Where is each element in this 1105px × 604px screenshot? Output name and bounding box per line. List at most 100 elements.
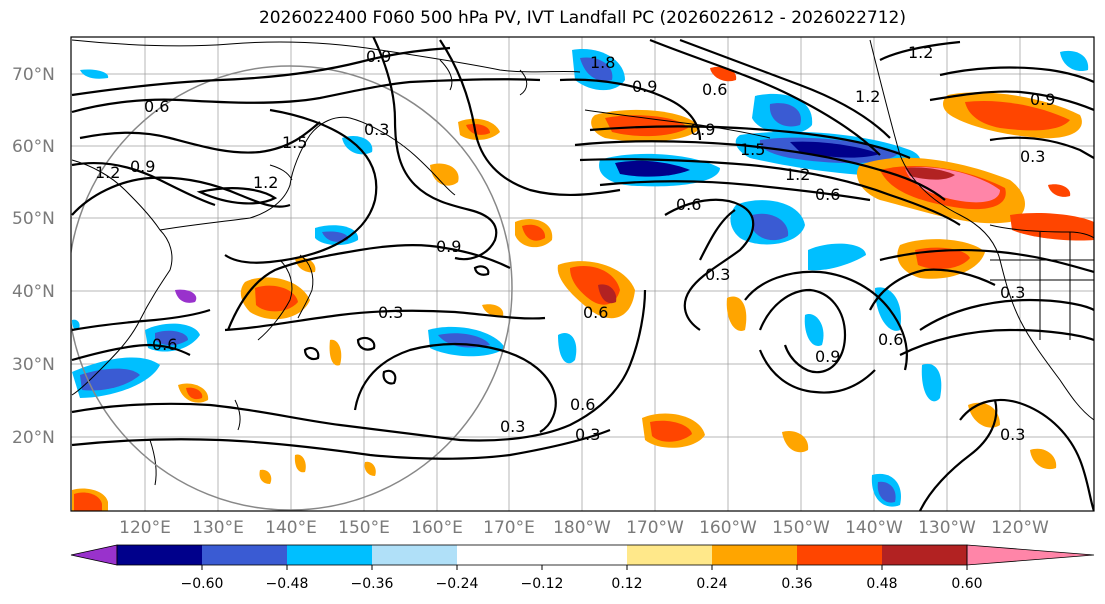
contour-label: 0.9 <box>436 237 461 256</box>
pv-region <box>1010 212 1094 241</box>
latitude-label: 30°N <box>12 355 55 375</box>
pv-region <box>968 402 1000 428</box>
pv-region <box>466 123 490 135</box>
pv-region <box>782 430 809 453</box>
colorbar-tick-label: −0.48 <box>266 576 309 592</box>
contour-label: 1.2 <box>253 173 278 192</box>
contour-label: 0.9 <box>1030 90 1055 109</box>
colorbar-segment <box>457 545 627 565</box>
longitude-label: 150°W <box>772 518 830 538</box>
colorbar: −0.60 −0.48 −0.36 −0.24 −0.12 0.12 0.24 … <box>70 544 1095 592</box>
pv-region <box>905 167 955 180</box>
contour-label: 0.9 <box>690 120 715 139</box>
pv-region <box>430 163 459 186</box>
contour-label: 0.3 <box>1020 147 1045 166</box>
coastlines <box>71 39 1094 486</box>
longitude-label: 160°W <box>699 518 757 538</box>
contour-label: 0.6 <box>152 335 177 354</box>
colorbar-segment <box>882 545 967 565</box>
colorbar-tick-label: 0.36 <box>781 576 812 592</box>
longitude-label: 130°E <box>192 518 244 538</box>
pv-region <box>808 243 866 271</box>
colorbar-tick-label: −0.36 <box>351 576 394 592</box>
pv-region <box>175 289 197 303</box>
latitude-label: 40°N <box>12 282 55 302</box>
contour-label: 1.2 <box>785 165 810 184</box>
colorbar-min-extension-icon <box>70 544 118 566</box>
longitude-label: 120°E <box>119 518 171 538</box>
longitude-label: 150°E <box>338 518 390 538</box>
colorbar-segment <box>287 545 372 565</box>
contour-label: 1.5 <box>282 133 307 152</box>
map-content: 0.6 0.9 1.2 0.3 0.9 1.2 0.6 0.3 0.6 0.3 … <box>71 37 1094 511</box>
colorbar-segment <box>117 545 202 565</box>
contour-label: 0.6 <box>583 303 608 322</box>
colorbar-tick-label: 0.24 <box>696 576 727 592</box>
pv-region <box>615 160 690 177</box>
pv-region <box>650 420 692 442</box>
contour-label: 0.6 <box>676 195 701 214</box>
contour-label: 1.2 <box>908 43 933 62</box>
colorbar-ticks <box>201 565 968 570</box>
pv-region <box>877 481 896 503</box>
colorbar-segment <box>712 545 797 565</box>
longitude-label: 140°E <box>265 518 317 538</box>
colorbar-tick-label: 0.12 <box>611 576 642 592</box>
longitude-label: 140°W <box>845 518 903 538</box>
colorbar-tick-label: −0.12 <box>521 576 564 592</box>
pv-region <box>769 103 801 127</box>
longitude-label: 160°E <box>411 518 463 538</box>
colorbar-tick-label: −0.24 <box>436 576 479 592</box>
pv-region <box>155 330 188 346</box>
contour-label: 0.3 <box>1000 425 1025 444</box>
pv-region <box>482 304 504 317</box>
pv-region <box>329 339 342 366</box>
pv-region <box>921 363 942 402</box>
longitude-label: 180°W <box>553 518 611 538</box>
contour-label: 0.9 <box>632 77 657 96</box>
contour-label: 0.3 <box>364 120 389 139</box>
pv-region <box>80 368 140 391</box>
contour-label: 0.3 <box>575 425 600 444</box>
contour-label: 0.6 <box>144 97 169 116</box>
longitude-label: 170°W <box>626 518 684 538</box>
pv-region <box>522 224 546 241</box>
contour-label: 1.2 <box>95 163 120 182</box>
map-title: 2026022400 F060 500 hPa PV, IVT Landfall… <box>258 8 906 28</box>
pv-region <box>294 454 306 473</box>
contour-label: 0.6 <box>815 185 840 204</box>
colorbar-segment <box>372 545 457 565</box>
contour-label: 0.9 <box>366 47 391 66</box>
pv-region <box>915 247 970 270</box>
pv-region <box>752 213 789 241</box>
pv-region <box>364 461 376 476</box>
colorbar-tick-label: 0.60 <box>951 576 982 592</box>
contour-label: 1.5 <box>740 140 765 159</box>
pv-region <box>580 57 613 82</box>
pv-region <box>80 69 109 79</box>
longitude-axis: 120°E 130°E 140°E 150°E 160°E 170°E 180°… <box>119 518 1049 538</box>
pv-region <box>322 231 349 242</box>
contour-label: 0.3 <box>705 265 730 284</box>
colorbar-segment <box>627 545 712 565</box>
contour-label: 0.9 <box>815 347 840 366</box>
pv-region <box>1060 50 1089 72</box>
pv-region <box>965 100 1070 131</box>
contour-label: 1.8 <box>590 53 615 72</box>
distance-circle <box>71 65 513 511</box>
pv-region <box>1048 184 1071 197</box>
latitude-axis: 70°N 60°N 50°N 40°N 30°N 20°N <box>12 65 55 448</box>
latitude-label: 50°N <box>12 209 55 229</box>
pv-region <box>726 296 747 331</box>
pv-region <box>598 284 617 304</box>
contour-label: 0.3 <box>1000 283 1025 302</box>
contour-label: 1.2 <box>855 87 880 106</box>
contour-label: 0.6 <box>878 330 903 349</box>
latitude-label: 20°N <box>12 428 55 448</box>
contour-labels: 0.6 0.9 1.2 0.3 0.9 1.2 0.6 0.3 0.6 0.3 … <box>95 43 1055 444</box>
longitude-label: 120°W <box>991 518 1049 538</box>
longitude-label: 130°W <box>918 518 976 538</box>
latitude-label: 60°N <box>12 137 55 157</box>
pv-region <box>186 387 203 400</box>
